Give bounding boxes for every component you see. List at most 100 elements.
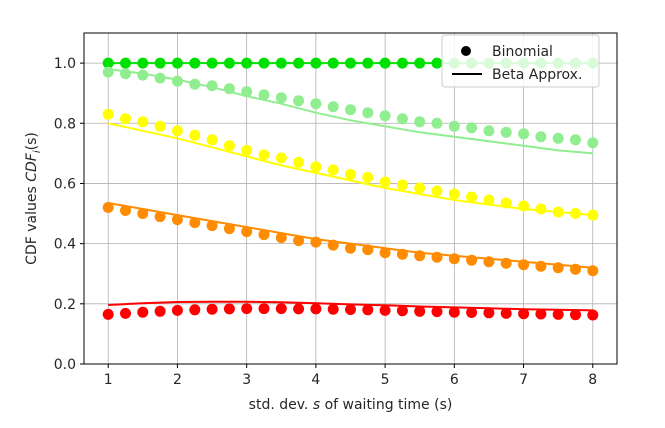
binomial-point-4 bbox=[448, 306, 460, 318]
binomial-point-2 bbox=[171, 125, 183, 137]
binomial-point-3 bbox=[587, 265, 599, 277]
binomial-point-4 bbox=[327, 303, 339, 315]
binomial-point-4 bbox=[362, 304, 374, 316]
binomial-point-4 bbox=[570, 309, 581, 321]
binomial-point-2 bbox=[362, 171, 374, 183]
legend-beta-label: Beta Approx. bbox=[492, 67, 582, 83]
binomial-point-0 bbox=[223, 57, 235, 69]
binomial-point-2 bbox=[535, 203, 547, 215]
binomial-point-1 bbox=[483, 125, 495, 137]
y-tick-label: 0.4 bbox=[54, 237, 76, 253]
binomial-point-4 bbox=[483, 307, 495, 319]
plot-frame bbox=[83, 32, 618, 365]
binomial-point-2 bbox=[327, 164, 339, 176]
binomial-point-2 bbox=[466, 191, 478, 203]
binomial-point-2 bbox=[223, 140, 235, 152]
y-axis-label: CDF values CDFi(s) bbox=[24, 132, 43, 265]
binomial-point-1 bbox=[396, 113, 408, 125]
beta-line-2 bbox=[107, 122, 593, 217]
binomial-point-2 bbox=[258, 149, 270, 161]
binomial-point-4 bbox=[552, 308, 564, 320]
binomial-point-0 bbox=[258, 57, 270, 69]
binomial-point-4 bbox=[414, 305, 426, 317]
binomial-point-0 bbox=[379, 57, 391, 69]
binomial-point-2 bbox=[241, 144, 253, 156]
binomial-point-3 bbox=[379, 247, 391, 259]
binomial-point-1 bbox=[258, 89, 270, 101]
binomial-point-3 bbox=[327, 239, 339, 251]
binomial-point-2 bbox=[483, 194, 495, 206]
binomial-point-4 bbox=[466, 307, 478, 318]
y-axis-ticks: 0.0 0.2 0.4 0.6 0.8 1.0 bbox=[54, 56, 84, 373]
binomial-point-1 bbox=[362, 107, 374, 119]
binomial-point-2 bbox=[396, 179, 408, 191]
x-tick-label: 8 bbox=[588, 372, 597, 388]
binomial-point-1 bbox=[206, 80, 218, 92]
binomial-point-3 bbox=[448, 253, 460, 265]
binomial-point-3 bbox=[466, 254, 478, 266]
binomial-point-1 bbox=[223, 83, 235, 95]
binomial-point-3 bbox=[414, 250, 426, 262]
binomial-point-3 bbox=[535, 260, 547, 272]
binomial-point-0 bbox=[171, 57, 183, 69]
binomial-point-3 bbox=[552, 262, 564, 274]
binomial-point-2 bbox=[102, 108, 114, 120]
binomial-point-2 bbox=[189, 129, 201, 141]
binomial-point-2 bbox=[293, 156, 305, 168]
x-tick-label: 4 bbox=[311, 372, 320, 388]
binomial-point-0 bbox=[362, 57, 374, 69]
y-tick-label: 0.0 bbox=[54, 357, 76, 373]
x-tick-label: 7 bbox=[519, 372, 528, 388]
y-tick-label: 0.8 bbox=[54, 116, 76, 132]
binomial-point-3 bbox=[241, 226, 253, 238]
binomial-point-1 bbox=[293, 95, 305, 107]
x-tick-label: 5 bbox=[381, 372, 390, 388]
binomial-point-1 bbox=[500, 126, 512, 138]
binomial-point-2 bbox=[275, 152, 287, 164]
binomial-point-4 bbox=[189, 304, 201, 316]
binomial-point-1 bbox=[189, 78, 201, 90]
binomial-point-4 bbox=[535, 308, 547, 320]
binomial-point-4 bbox=[154, 305, 166, 317]
legend: Binomial Beta Approx. bbox=[441, 34, 600, 88]
binomial-point-1 bbox=[154, 72, 166, 84]
binomial-point-2 bbox=[518, 200, 530, 212]
binomial-point-0 bbox=[102, 57, 114, 69]
binomial-point-4 bbox=[102, 308, 114, 320]
x-tick-label: 6 bbox=[450, 372, 459, 388]
binomial-point-3 bbox=[206, 220, 218, 232]
binomial-point-1 bbox=[102, 66, 114, 78]
binomial-point-0 bbox=[345, 57, 356, 69]
binomial-point-2 bbox=[448, 188, 460, 200]
binomial-point-4 bbox=[171, 304, 183, 316]
binomial-point-2 bbox=[500, 197, 512, 209]
binomial-point-2 bbox=[120, 113, 131, 125]
binomial-point-3 bbox=[500, 257, 512, 269]
binomial-point-3 bbox=[189, 217, 201, 229]
binomial-point-0 bbox=[120, 57, 131, 69]
binomial-point-2 bbox=[310, 161, 322, 173]
binomial-point-2 bbox=[379, 176, 391, 188]
binomial-point-0 bbox=[275, 57, 287, 69]
binomial-point-0 bbox=[431, 57, 443, 69]
y-tick-label: 1.0 bbox=[54, 56, 76, 72]
binomial-point-1 bbox=[137, 69, 149, 81]
x-tick-label: 1 bbox=[104, 372, 113, 388]
binomial-point-4 bbox=[275, 303, 287, 315]
binomial-point-4 bbox=[379, 304, 391, 316]
binomial-point-4 bbox=[431, 306, 443, 318]
binomial-point-1 bbox=[379, 110, 391, 122]
binomial-point-0 bbox=[154, 57, 166, 69]
x-axis-ticks: 1 2 3 4 5 6 7 8 bbox=[104, 364, 597, 388]
x-tick-label: 3 bbox=[242, 372, 251, 388]
x-tick-label: 2 bbox=[173, 372, 182, 388]
binomial-point-3 bbox=[396, 248, 408, 260]
legend-binomial-label: Binomial bbox=[492, 44, 553, 60]
binomial-point-3 bbox=[275, 232, 287, 244]
binomial-point-1 bbox=[448, 120, 460, 132]
binomial-point-3 bbox=[431, 251, 443, 263]
binomial-point-4 bbox=[345, 304, 356, 315]
binomial-point-3 bbox=[518, 259, 530, 271]
binomial-point-3 bbox=[310, 236, 322, 248]
binomial-point-4 bbox=[241, 303, 253, 315]
